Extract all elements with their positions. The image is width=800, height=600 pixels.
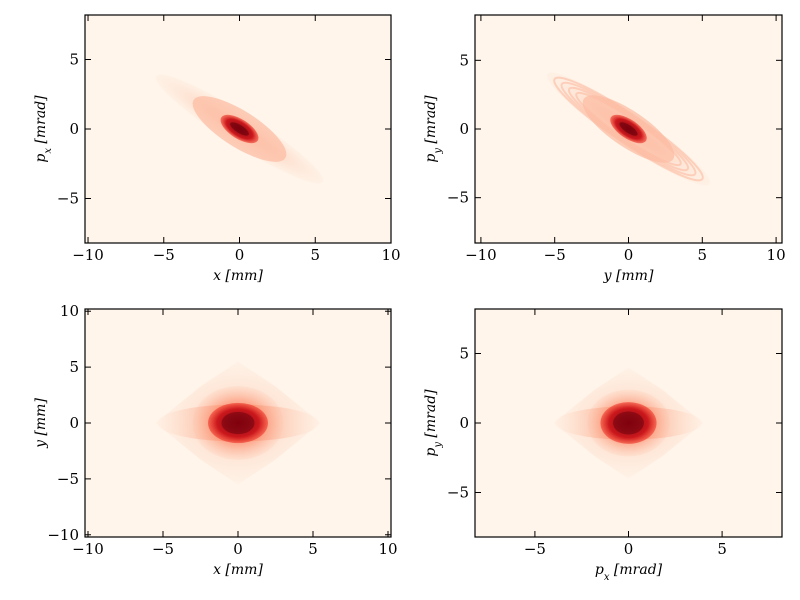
y-tick-label: −5 [447,189,469,207]
y-tick-label: 0 [69,414,79,432]
x-tick-label: 0 [235,246,245,264]
chart-panel-2: −10 −5 0 5 10 −5 0 5 y [mm] py [mrad] [423,14,786,284]
x-tick-label: 10 [381,246,400,264]
x-tick-label: 10 [767,246,786,264]
chart-panel-1: −10 −5 0 5 10 −5 0 5 x [mm] px [mrad] [33,14,401,284]
y-tick-label: −5 [447,484,469,502]
x-tick-label: 0 [624,540,634,558]
y-tick-label: 5 [459,344,469,362]
y-axis-label: py [mrad] [423,95,444,163]
chart-panel-4: −5 0 5 −5 0 5 px [mrad] py [mrad] [423,308,783,583]
y-tick-label: −10 [47,526,79,544]
y-tick-label: 0 [459,414,469,432]
x-axis-label: px [mrad] [595,562,663,583]
x-tick-label: −5 [524,540,546,558]
y-axis-label: py [mrad] [423,389,444,457]
x-tick-label: −5 [153,246,175,264]
density-map [155,74,324,184]
density-map [553,367,704,479]
density-map [155,361,321,485]
y-tick-label: 10 [60,302,79,320]
density-peak [221,411,255,435]
x-tick-label: 5 [698,246,708,264]
y-tick-label: 5 [459,51,469,69]
x-axis-label: x [mm] [213,562,263,578]
x-axis-label: y [mm] [603,268,654,284]
density-map [546,72,711,186]
y-axis-label: px [mrad] [33,95,54,163]
x-tick-label: 10 [378,540,397,558]
x-tick-label: −10 [72,246,104,264]
x-tick-label: −5 [544,246,566,264]
y-tick-label: −5 [57,190,79,208]
x-tick-label: −5 [152,540,174,558]
y-tick-label: 5 [69,358,79,376]
x-tick-label: 5 [308,540,318,558]
x-tick-label: −10 [72,540,104,558]
y-tick-label: 0 [459,120,469,138]
x-axis-label: x [mm] [213,268,263,284]
x-tick-label: 5 [717,540,727,558]
density-peak [613,411,644,435]
y-tick-label: 5 [69,50,79,68]
y-tick-label: 0 [69,120,79,138]
y-tick-label: −5 [57,470,79,488]
x-tick-label: 0 [233,540,243,558]
x-tick-label: −10 [465,246,497,264]
density-peak [230,122,249,136]
x-tick-label: 5 [310,246,320,264]
x-tick-label: 0 [624,246,634,264]
chart-panel-3: −10 −5 0 5 10 −10 −5 0 5 10 x [mm] y [mm] [33,302,398,578]
y-axis-label: y [mm] [33,398,49,449]
density-peak [619,122,638,136]
